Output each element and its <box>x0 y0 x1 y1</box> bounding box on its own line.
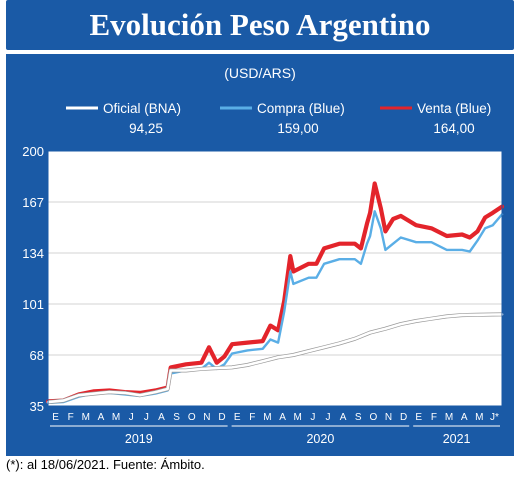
chart-panel: (USD/ARS) Oficial (BNA) 94,25 Compra (Bl… <box>6 54 514 456</box>
x-month-label: F <box>431 412 437 423</box>
x-month-label: F <box>249 412 255 423</box>
series-lines <box>45 150 505 407</box>
legend-label-oficial: Oficial (BNA) <box>103 101 181 116</box>
x-month-label: A <box>158 412 165 423</box>
y-tick-label: 134 <box>22 246 44 261</box>
unit-label: (USD/ARS) <box>224 65 296 81</box>
x-month-label: M <box>475 412 483 423</box>
x-month-label: E <box>52 412 59 423</box>
y-tick-label: 101 <box>22 297 44 312</box>
y-tick-label: 35 <box>30 399 44 414</box>
x-year-label: 2020 <box>306 432 334 446</box>
x-month-label: M <box>112 412 120 423</box>
x-month-label: J <box>325 412 330 423</box>
x-month-label: D <box>400 412 407 423</box>
x-month-label: A <box>98 412 105 423</box>
x-month-label: A <box>279 412 286 423</box>
y-axis: 35 68 101 134 167 200 <box>22 144 44 414</box>
x-month-label: J <box>144 412 149 423</box>
y-tick-label: 167 <box>22 195 44 210</box>
x-month-label: J <box>129 412 134 423</box>
x-month-label: N <box>203 412 210 423</box>
legend-label-compra: Compra (Blue) <box>257 101 345 116</box>
x-month-label: M <box>263 412 271 423</box>
x-month-label: O <box>369 412 377 423</box>
y-tick-label: 200 <box>22 144 44 159</box>
x-month-label: A <box>461 412 468 423</box>
footnote: (*): al 18/06/2021. Fuente: Ámbito. <box>6 457 205 472</box>
plot-frame <box>47 150 503 407</box>
title-bar: Evolución Peso Argentino <box>6 0 514 50</box>
x-year-label: 2021 <box>443 432 471 446</box>
legend-value-oficial: 94,25 <box>129 121 163 136</box>
series-line-oficial <box>46 313 504 404</box>
x-month-label: O <box>188 412 196 423</box>
x-month-label: S <box>173 412 180 423</box>
x-month-label: F <box>68 412 74 423</box>
x-year-label: 2019 <box>125 432 153 446</box>
x-month-label: M <box>445 412 453 423</box>
x-month-label: E <box>234 412 241 423</box>
x-axis: E F M A M J J A S O N D E F M A M J J A S O N D E F M A M J*2019 2020 2… <box>50 412 500 446</box>
y-tick-label: 68 <box>30 348 44 363</box>
x-month-label: N <box>385 412 392 423</box>
plot-area <box>48 151 502 406</box>
x-month-label: E <box>415 412 422 423</box>
chart-title: Evolución Peso Argentino <box>89 7 431 42</box>
x-month-label: D <box>218 412 225 423</box>
x-month-label: A <box>340 412 347 423</box>
x-month-label: J* <box>490 412 499 423</box>
legend-value-venta: 164,00 <box>433 121 474 136</box>
x-month-label: J <box>310 412 315 423</box>
x-month-label: S <box>355 412 362 423</box>
x-month-label: M <box>294 412 302 423</box>
x-month-label: M <box>82 412 90 423</box>
gridlines <box>48 150 502 356</box>
legend-label-venta: Venta (Blue) <box>417 101 491 116</box>
legend: Oficial (BNA) 94,25 Compra (Blue) 159,00… <box>66 101 491 136</box>
chart-svg: (USD/ARS) Oficial (BNA) 94,25 Compra (Bl… <box>22 65 505 446</box>
legend-value-compra: 159,00 <box>277 121 318 136</box>
